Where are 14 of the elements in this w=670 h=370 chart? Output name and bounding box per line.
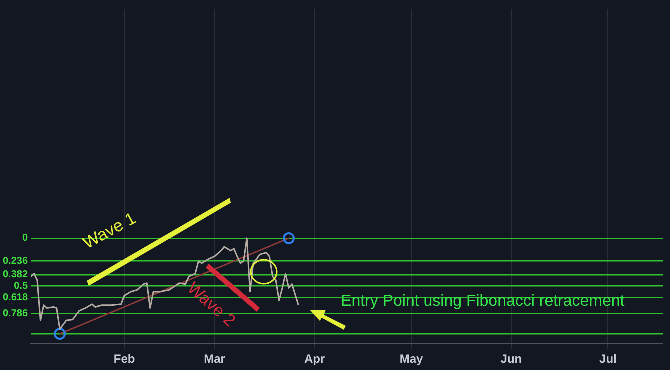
annotation: Wave 1 <box>80 208 140 253</box>
x-tick-label: Mar <box>204 352 226 366</box>
x-tick-label: Feb <box>114 352 136 366</box>
y-tick-label: 0.786 <box>2 308 28 320</box>
x-tick-label: Jun <box>500 352 522 366</box>
x-tick-label: May <box>400 352 424 366</box>
y-tick-label: 0.382 <box>2 270 28 281</box>
annotation: Entry Point using Fibonacci retracement <box>341 293 626 310</box>
y-tick-label: 0.618 <box>2 292 28 304</box>
y-tick-label: 0 <box>22 233 28 244</box>
y-tick-label: 0.236 <box>2 256 28 267</box>
y-tick-label: 0.5 <box>14 280 28 292</box>
x-tick-label: Apr <box>304 352 326 366</box>
x-tick-label: Jul <box>600 352 617 366</box>
